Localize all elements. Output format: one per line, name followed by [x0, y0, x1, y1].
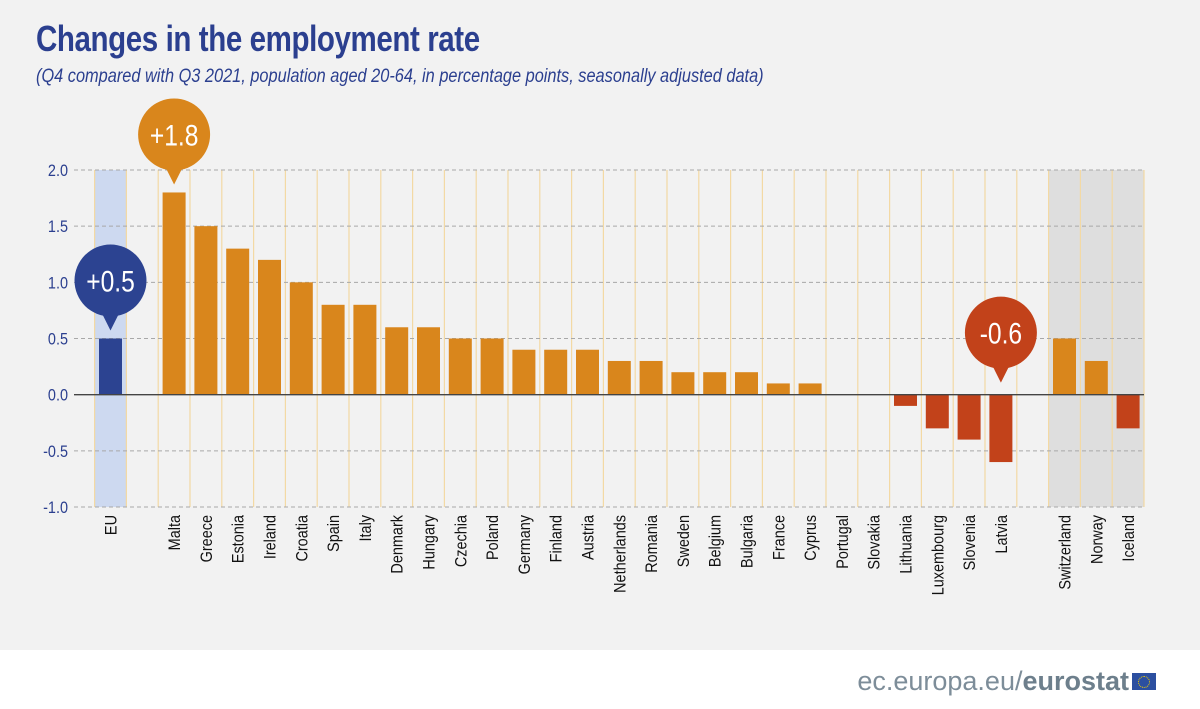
- x-tick-label: Austria: [579, 515, 597, 560]
- x-tick-label: Estonia: [230, 515, 248, 563]
- bar-hungary: [417, 327, 440, 395]
- callout-pointer: [101, 312, 120, 331]
- bar-france: [766, 383, 790, 395]
- x-tick-label: France: [770, 515, 788, 560]
- callout-latvia: -0.6: [964, 296, 1037, 383]
- eu-flag-icon: [1132, 673, 1156, 690]
- bar-iceland: [1116, 394, 1140, 429]
- bar-bulgaria: [735, 372, 758, 395]
- x-tick-label: EU: [102, 515, 120, 535]
- bar-latvia: [989, 394, 1013, 463]
- x-tick-label: Spain: [325, 515, 343, 552]
- x-tick-label: Poland: [484, 515, 502, 560]
- bar-czechia: [448, 338, 472, 395]
- callout-malta: +1.8: [138, 98, 211, 185]
- bar-austria: [576, 349, 599, 395]
- bar-greece: [194, 226, 218, 395]
- bar-italy: [353, 304, 377, 395]
- y-tick-label: 2.0: [48, 162, 68, 180]
- y-tick-label: -0.5: [43, 443, 68, 461]
- x-tick-label: Romania: [643, 515, 661, 573]
- callout-bubble: [964, 296, 1037, 369]
- footer-brand: eurostat: [1022, 666, 1129, 696]
- bar-netherlands: [607, 360, 631, 395]
- bar-croatia: [289, 282, 313, 395]
- chart-title: Changes in the employment rate: [36, 18, 480, 59]
- bar-norway: [1084, 360, 1108, 395]
- y-tick-label: 1.0: [48, 274, 68, 292]
- chart-subtitle: (Q4 compared with Q3 2021, population ag…: [36, 66, 764, 87]
- bar-denmark: [385, 327, 409, 395]
- bar-germany: [512, 349, 536, 395]
- y-tick-label: 0.5: [48, 330, 68, 348]
- x-tick-label: Sweden: [675, 515, 693, 567]
- x-tick-label: Ireland: [261, 515, 279, 559]
- x-tick-label: Denmark: [389, 515, 407, 574]
- bar-romania: [639, 360, 663, 395]
- bar-poland: [480, 338, 504, 395]
- bar-slovenia: [957, 394, 981, 440]
- x-tick-label: Lithuania: [897, 515, 915, 574]
- x-tick-label: Belgium: [707, 515, 725, 567]
- x-tick-label: Latvia: [993, 515, 1011, 554]
- bar-luxembourg: [925, 394, 949, 429]
- bar-chart: 2.0 1.5 1.0 0.5 0.0 -0.5 -1.0 EU Malta Greece Esto…: [43, 98, 1145, 595]
- x-tick-label: Norway: [1088, 515, 1106, 564]
- callout-bubble: [138, 98, 211, 171]
- y-tick-label: 0.0: [48, 387, 68, 405]
- footer-site: ec.europa.eu/: [857, 666, 1023, 696]
- callout-eu: +0.5: [74, 244, 147, 331]
- bar-lithuania: [894, 394, 917, 406]
- x-tick-label: Germany: [516, 515, 534, 574]
- x-tick-label: Hungary: [420, 515, 438, 570]
- bar-finland: [544, 349, 568, 395]
- x-tick-label: Slovenia: [961, 515, 979, 571]
- x-tick-label: Iceland: [1120, 515, 1138, 562]
- callout-label: +1.8: [150, 118, 199, 152]
- callout-bubble: [74, 244, 147, 317]
- x-tick-label: Portugal: [834, 515, 852, 569]
- x-tick-label: Luxembourg: [929, 515, 947, 595]
- bar-cyprus: [798, 383, 822, 395]
- x-tick-label: Finland: [548, 515, 566, 562]
- bar-sweden: [671, 372, 695, 395]
- bar-estonia: [226, 248, 250, 395]
- x-tick-label: Slovakia: [866, 515, 884, 570]
- x-tick-label: Croatia: [293, 515, 311, 562]
- callout-pointer: [165, 166, 184, 185]
- x-tick-label: Bulgaria: [738, 515, 756, 568]
- x-tick-label: Czechia: [452, 515, 470, 567]
- callout-label: +0.5: [86, 264, 135, 298]
- x-tick-label: Malta: [166, 515, 184, 551]
- x-tick-label: Italy: [357, 515, 375, 542]
- bar-eu: [99, 338, 122, 395]
- bar-switzerland: [1053, 338, 1076, 395]
- footer-source[interactable]: ec.europa.eu/eurostat: [857, 666, 1156, 697]
- callout-pointer: [991, 364, 1010, 383]
- bar-belgium: [703, 372, 727, 395]
- bar-malta: [162, 192, 186, 395]
- y-tick-label: 1.5: [48, 218, 68, 236]
- x-tick-label: Greece: [198, 515, 216, 563]
- bar-spain: [321, 304, 345, 395]
- x-tick-label: Netherlands: [611, 515, 629, 593]
- bar-ireland: [258, 259, 281, 395]
- callout-label: -0.6: [980, 316, 1022, 350]
- x-tick-label: Cyprus: [802, 515, 820, 561]
- x-tick-label: Switzerland: [1056, 515, 1074, 590]
- y-tick-label: -1.0: [43, 499, 68, 517]
